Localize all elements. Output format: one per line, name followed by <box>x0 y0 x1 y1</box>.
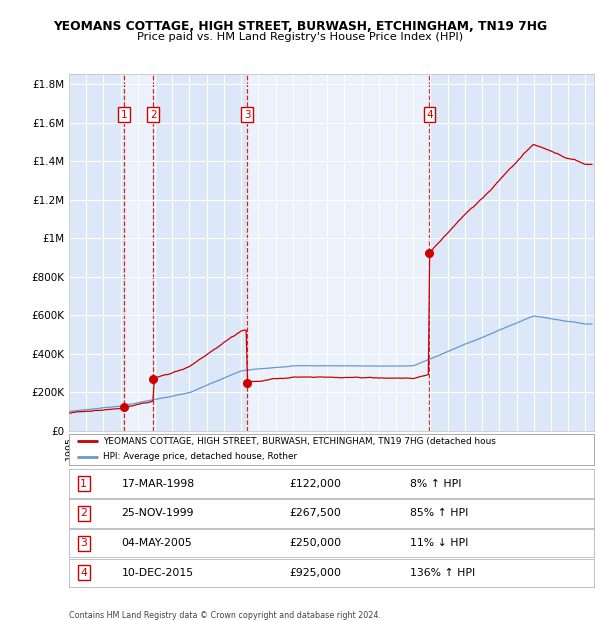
Text: 11% ↓ HPI: 11% ↓ HPI <box>410 538 469 548</box>
Text: YEOMANS COTTAGE, HIGH STREET, BURWASH, ETCHINGHAM, TN19 7HG: YEOMANS COTTAGE, HIGH STREET, BURWASH, E… <box>53 20 547 33</box>
Text: 2: 2 <box>150 110 157 120</box>
Text: £122,000: £122,000 <box>290 479 341 489</box>
Text: Price paid vs. HM Land Registry's House Price Index (HPI): Price paid vs. HM Land Registry's House … <box>137 32 463 42</box>
Text: 1: 1 <box>80 479 87 489</box>
Bar <box>124 74 155 431</box>
Text: 3: 3 <box>244 110 250 120</box>
Text: 17-MAR-1998: 17-MAR-1998 <box>121 479 194 489</box>
Text: 25-NOV-1999: 25-NOV-1999 <box>121 508 194 518</box>
Text: YEOMANS COTTAGE, HIGH STREET, BURWASH, ETCHINGHAM, TN19 7HG (detached hous: YEOMANS COTTAGE, HIGH STREET, BURWASH, E… <box>103 437 496 446</box>
Text: 10-DEC-2015: 10-DEC-2015 <box>121 568 194 578</box>
Text: £250,000: £250,000 <box>290 538 341 548</box>
Bar <box>247 74 430 431</box>
Text: £267,500: £267,500 <box>290 508 341 518</box>
Text: 2: 2 <box>80 508 87 518</box>
Text: 8% ↑ HPI: 8% ↑ HPI <box>410 479 462 489</box>
Text: 3: 3 <box>80 538 87 548</box>
Text: 4: 4 <box>80 568 87 578</box>
Text: Contains HM Land Registry data © Crown copyright and database right 2024.
This d: Contains HM Land Registry data © Crown c… <box>69 611 381 620</box>
Text: £925,000: £925,000 <box>290 568 341 578</box>
Text: 04-MAY-2005: 04-MAY-2005 <box>121 538 192 548</box>
Text: 4: 4 <box>426 110 433 120</box>
Text: 136% ↑ HPI: 136% ↑ HPI <box>410 568 476 578</box>
Text: 1: 1 <box>121 110 128 120</box>
Text: HPI: Average price, detached house, Rother: HPI: Average price, detached house, Roth… <box>103 453 297 461</box>
Text: 85% ↑ HPI: 85% ↑ HPI <box>410 508 469 518</box>
